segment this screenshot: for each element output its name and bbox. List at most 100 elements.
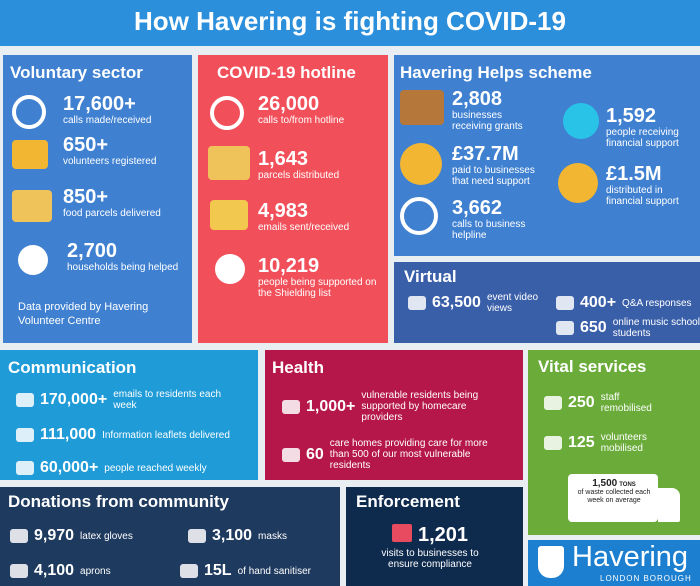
panel-title: Donations from community bbox=[8, 492, 230, 511]
stat: 650+ volunteers registered bbox=[63, 134, 183, 167]
truck-label: of waste collected each week on average bbox=[577, 489, 651, 504]
icon bbox=[12, 190, 52, 222]
stat-label: masks bbox=[258, 530, 287, 542]
icon bbox=[282, 399, 300, 414]
stat-value: 125 bbox=[568, 434, 595, 451]
stat-label: distributed in financial support bbox=[606, 185, 679, 207]
stat: 4,983 emails sent/received bbox=[258, 200, 378, 233]
page-title: How Havering is fighting COVID-19 bbox=[134, 6, 566, 36]
stat-label: staff remobilised bbox=[600, 392, 652, 414]
truck-unit: TONS bbox=[619, 482, 636, 488]
stat-value: £37.7M bbox=[452, 143, 519, 165]
icon bbox=[215, 254, 245, 284]
panel bbox=[0, 487, 340, 586]
stat-value: 3,662 bbox=[452, 197, 503, 219]
icon bbox=[558, 163, 598, 203]
icon bbox=[544, 436, 562, 450]
stat-label: Q&A responses bbox=[622, 297, 692, 309]
panel-title: Havering Helps scheme bbox=[400, 63, 592, 82]
stat: 650 online music school students bbox=[556, 317, 700, 339]
panel bbox=[346, 487, 523, 586]
stat: 15L of hand sanitiser bbox=[180, 560, 368, 582]
stat-value: £1.5M bbox=[606, 163, 662, 185]
stat-value: 2,808 bbox=[452, 88, 503, 110]
stat-label: food parcels delivered bbox=[63, 208, 161, 219]
stat-value: 400+ bbox=[580, 294, 617, 311]
stat-value: 850+ bbox=[63, 186, 109, 208]
icon bbox=[544, 396, 562, 410]
stat-value: 111,000 bbox=[40, 426, 97, 443]
icon bbox=[18, 245, 48, 275]
stat-label: latex gloves bbox=[80, 530, 133, 542]
logo-name: Havering bbox=[572, 541, 689, 573]
stat-value: 170,000+ bbox=[40, 391, 108, 408]
stat-label: of hand sanitiser bbox=[237, 565, 311, 577]
icon bbox=[400, 143, 442, 185]
stat: 2,700 households being helped bbox=[67, 240, 187, 273]
icon bbox=[12, 95, 46, 129]
panel-title: Enforcement bbox=[356, 492, 460, 511]
icon bbox=[16, 428, 34, 442]
logo-emblem bbox=[538, 546, 564, 578]
icon bbox=[392, 524, 412, 542]
panel bbox=[394, 55, 700, 256]
icon bbox=[188, 529, 206, 543]
stat-label: businesses receiving grants bbox=[452, 110, 523, 132]
stat: 9,970 latex gloves bbox=[10, 525, 170, 547]
icon bbox=[10, 529, 28, 543]
truck bbox=[568, 474, 658, 522]
stat-label: vulnerable residents being supported by … bbox=[361, 390, 479, 423]
logo-subtitle: LONDON BOROUGH bbox=[600, 574, 692, 583]
stat-label: volunteers registered bbox=[63, 156, 157, 167]
panel-title: Vital services bbox=[538, 357, 647, 376]
icon bbox=[563, 103, 599, 139]
stat: 4,100 aprons bbox=[10, 560, 170, 582]
stat-value: 650 bbox=[580, 319, 607, 336]
stat-value: 60,000+ bbox=[40, 459, 99, 476]
stat: 111,000 Information leaflets delivered bbox=[16, 424, 232, 446]
icon bbox=[400, 197, 438, 235]
stat-value: 63,500 bbox=[432, 294, 481, 311]
stat: 170,000+ emails to residents each week bbox=[16, 389, 243, 411]
panel-title: Communication bbox=[8, 358, 137, 377]
panel bbox=[0, 350, 258, 480]
stat-label: parcels distributed bbox=[258, 170, 340, 181]
stat: 1,592 people receiving financial support bbox=[606, 105, 696, 149]
icon bbox=[12, 140, 48, 169]
stat: 1,000+ vulnerable residents being support… bbox=[282, 390, 491, 423]
stat-value: 1,201 bbox=[418, 524, 469, 546]
stat-label: Information leaflets delivered bbox=[102, 429, 230, 441]
truck-cab bbox=[658, 488, 680, 522]
stat-label: paid to businesses that need support bbox=[452, 165, 535, 187]
truck-head: 1,500 TONS bbox=[572, 478, 656, 489]
stat-value: 9,970 bbox=[34, 527, 75, 544]
stat: 2,808 businesses receiving grants bbox=[452, 88, 542, 132]
stat: 850+ food parcels delivered bbox=[63, 186, 183, 219]
stat: 60,000+ people reached weekly bbox=[16, 457, 244, 479]
stat-label: households being helped bbox=[67, 262, 179, 273]
icon bbox=[408, 296, 426, 310]
stat: 63,500 event video views bbox=[408, 292, 547, 314]
stat-value: 2,700 bbox=[67, 240, 118, 262]
panel-title: Health bbox=[272, 358, 324, 377]
stat-value: 650+ bbox=[63, 134, 109, 156]
stat: 17,600+ calls made/received bbox=[63, 93, 183, 126]
stat-value: 17,600+ bbox=[63, 93, 136, 115]
stat: £37.7M paid to businesses that need suppo… bbox=[452, 143, 547, 187]
icon bbox=[210, 96, 244, 130]
stat: 125 volunteers mobilised bbox=[544, 432, 671, 454]
stat: 60 care homes providing care for more tha… bbox=[282, 438, 500, 471]
stat: 26,000 calls to/from hotline bbox=[258, 93, 378, 126]
stat-label: aprons bbox=[80, 565, 111, 577]
icon bbox=[556, 296, 574, 310]
panel bbox=[394, 262, 700, 343]
stat-label: calls to/from hotline bbox=[258, 115, 345, 126]
panel-title: Virtual bbox=[404, 267, 457, 286]
stat-value: 1,592 bbox=[606, 105, 657, 127]
stat-label: people reached weekly bbox=[104, 462, 207, 474]
note: Data provided by Havering Volunteer Cent… bbox=[18, 301, 149, 327]
icon bbox=[180, 564, 198, 578]
stat: 400+ Q&A responses bbox=[556, 292, 700, 314]
panel-title: Voluntary sector bbox=[10, 63, 143, 82]
